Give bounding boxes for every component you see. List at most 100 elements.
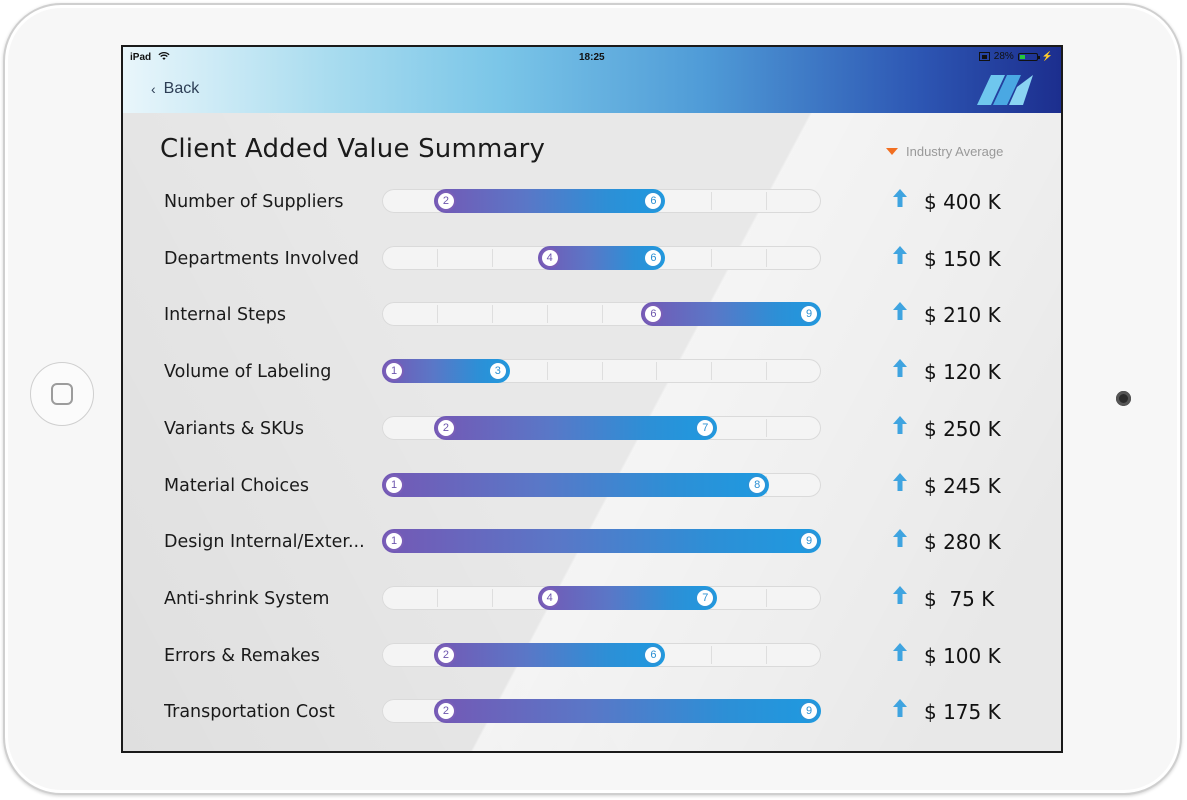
slider-tick (546, 362, 548, 381)
slider-max-handle[interactable]: 6 (643, 191, 664, 211)
slider-min-handle[interactable]: 4 (539, 247, 560, 268)
triangle-down-icon (886, 148, 898, 155)
metric-row: Errors & Remakes 2 6 $ 100 K (123, 637, 1061, 677)
metric-row: Volume of Labeling 1 3 $ 120 K (123, 353, 1061, 393)
metric-label: Departments Involved (164, 248, 359, 269)
arrow-up-icon (893, 699, 907, 718)
slider-min-handle[interactable]: 1 (384, 531, 404, 552)
slider-tick (601, 362, 603, 381)
arrow-up-icon (893, 245, 907, 264)
screen-lock-icon (978, 52, 990, 61)
slider-tick (711, 192, 713, 210)
metric-label: Design Internal/Exter... (164, 532, 365, 553)
metric-label: Volume of Labeling (164, 362, 332, 383)
range-fill (433, 642, 666, 667)
range-fill (433, 189, 666, 213)
app-screen: iPad 18:25 28% ⚡ ‹ Back (121, 45, 1063, 753)
slider-tick (491, 248, 493, 267)
range-fill (382, 529, 821, 554)
range-fill (433, 699, 821, 724)
slider-tick (766, 418, 768, 437)
slider-min-handle[interactable]: 4 (539, 587, 560, 608)
slider-max-handle[interactable]: 9 (799, 531, 819, 552)
metric-value: $ 100 K (924, 643, 1001, 668)
slider-tick (436, 248, 438, 267)
battery-icon (1017, 52, 1040, 61)
slider-min-handle[interactable]: 2 (435, 701, 456, 722)
home-button[interactable] (30, 362, 94, 426)
slider-tick (436, 588, 438, 607)
metric-value: $ 150 K (924, 246, 1001, 271)
status-bar: iPad 18:25 28% ⚡ (123, 47, 1061, 67)
slider-min-handle[interactable]: 2 (435, 417, 456, 438)
slider-tick (711, 645, 713, 664)
slider-max-handle[interactable]: 6 (643, 644, 664, 665)
metric-value: $ 400 K (924, 190, 1001, 214)
charging-icon: ⚡ (1041, 51, 1053, 61)
metric-row: Material Choices 1 8 $ 245 K (123, 467, 1061, 507)
slider-tick (491, 305, 493, 324)
slider-max-handle[interactable]: 3 (487, 361, 508, 382)
back-button[interactable]: ‹ Back (151, 80, 199, 98)
arrow-up-icon (893, 359, 907, 378)
arrow-up-icon (893, 302, 907, 321)
back-label: Back (163, 80, 200, 97)
metric-row: Design Internal/Exter... 1 9 $ 280 K (123, 523, 1061, 563)
slider-tick (766, 645, 768, 664)
slider-tick (436, 305, 438, 324)
slider-tick (711, 362, 713, 381)
status-time: 18:25 (579, 52, 605, 63)
metric-row: Number of Suppliers 2 6 $ 400 K (123, 183, 1061, 223)
home-square-icon (51, 383, 73, 405)
metric-row: Variants & SKUs 2 7 $ 250 K (123, 410, 1061, 450)
arrow-up-icon (893, 529, 907, 548)
brand-logo (977, 75, 1033, 105)
slider-max-handle[interactable]: 9 (799, 304, 819, 325)
slider-tick (766, 588, 768, 607)
slider-min-handle[interactable]: 2 (435, 644, 456, 665)
slider-tick (766, 192, 768, 210)
slider-tick (766, 248, 768, 267)
metric-label: Errors & Remakes (164, 645, 320, 666)
slider-tick (601, 305, 603, 324)
arrow-up-icon (893, 415, 907, 434)
slider-max-handle[interactable]: 6 (643, 247, 664, 268)
metric-label: Variants & SKUs (164, 418, 304, 439)
slider-min-handle[interactable]: 1 (384, 361, 404, 382)
slider-min-handle[interactable]: 1 (384, 474, 404, 495)
metric-row: Internal Steps 6 9 $ 210 K (123, 296, 1061, 336)
metric-row: Transportation Cost 2 9 $ 175 K (123, 693, 1061, 733)
slider-tick (491, 588, 493, 607)
range-fill (537, 585, 718, 610)
slider-min-handle[interactable]: 2 (435, 191, 456, 211)
slider-max-handle[interactable]: 7 (695, 587, 716, 608)
arrow-up-icon (893, 189, 907, 207)
slider-min-handle[interactable]: 6 (643, 304, 664, 325)
metric-value: $ 210 K (924, 303, 1001, 328)
metric-row: Departments Involved 4 6 $ 150 K (123, 240, 1061, 280)
metric-label: Transportation Cost (164, 702, 335, 723)
slider-tick (546, 305, 548, 324)
chevron-left-icon: ‹ (151, 81, 156, 97)
metric-label: Internal Steps (164, 305, 286, 326)
metric-label: Number of Suppliers (164, 192, 344, 212)
slider-max-handle[interactable]: 9 (799, 701, 819, 722)
slider-max-handle[interactable]: 8 (747, 474, 768, 495)
battery-percent: 28% (993, 51, 1014, 62)
metric-value: $ 250 K (924, 416, 1001, 441)
arrow-up-icon (893, 642, 907, 661)
page-title: Client Added Value Summary (160, 134, 546, 164)
metric-label: Material Choices (164, 475, 310, 496)
slider-max-handle[interactable]: 7 (695, 417, 716, 438)
legend-label: Industry Average (906, 144, 1004, 159)
